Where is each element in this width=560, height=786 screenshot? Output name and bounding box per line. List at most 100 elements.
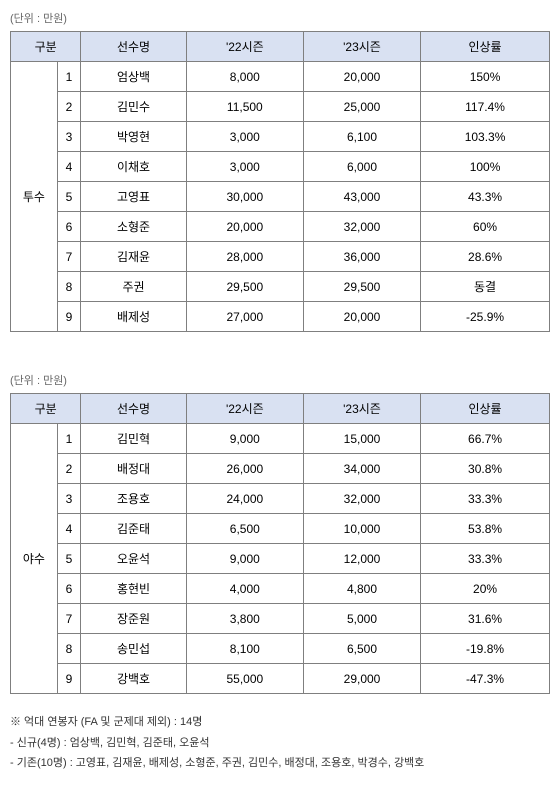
cell-s22: 20,000 (186, 212, 303, 242)
header-category: 구분 (11, 394, 81, 424)
cell-name: 김민혁 (81, 424, 186, 454)
cell-name: 배제성 (81, 302, 186, 332)
header-player-name: 선수명 (81, 32, 186, 62)
cell-s22: 8,100 (186, 634, 303, 664)
unit-label-1: (단위 : 만원) (10, 10, 550, 26)
cell-rate: 동결 (421, 272, 550, 302)
cell-s22: 55,000 (186, 664, 303, 694)
cell-num: 2 (57, 454, 81, 484)
cell-num: 4 (57, 152, 81, 182)
fielders-table: 구분 선수명 '22시즌 '23시즌 인상률 야수1김민혁9,00015,000… (10, 393, 550, 694)
notes-section: ※ 억대 연봉자 (FA 및 군제대 제외) : 14명 - 신규(4명) : … (10, 714, 550, 773)
cell-s22: 8,000 (186, 62, 303, 92)
cell-rate: 20% (421, 574, 550, 604)
cell-rate: 60% (421, 212, 550, 242)
pitchers-table: 구분 선수명 '22시즌 '23시즌 인상률 투수1엄상백8,00020,000… (10, 31, 550, 332)
cell-s22: 9,000 (186, 424, 303, 454)
cell-rate: 31.6% (421, 604, 550, 634)
cell-name: 강백호 (81, 664, 186, 694)
cell-name: 소형준 (81, 212, 186, 242)
table-row: 4김준태6,50010,00053.8% (11, 514, 550, 544)
table-header-row: 구분 선수명 '22시즌 '23시즌 인상률 (11, 394, 550, 424)
cell-num: 2 (57, 92, 81, 122)
table-row: 3조용호24,00032,00033.3% (11, 484, 550, 514)
cell-s22: 4,000 (186, 574, 303, 604)
category-cell: 야수 (11, 424, 58, 694)
cell-num: 3 (57, 122, 81, 152)
cell-s22: 11,500 (186, 92, 303, 122)
cell-s23: 15,000 (303, 424, 420, 454)
cell-s22: 3,000 (186, 122, 303, 152)
table-row: 8주권29,50029,500동결 (11, 272, 550, 302)
cell-s22: 28,000 (186, 242, 303, 272)
table-row: 5고영표30,00043,00043.3% (11, 182, 550, 212)
cell-s23: 5,000 (303, 604, 420, 634)
cell-rate: 103.3% (421, 122, 550, 152)
cell-name: 김민수 (81, 92, 186, 122)
cell-rate: 117.4% (421, 92, 550, 122)
header-season23: '23시즌 (303, 394, 420, 424)
note-line-1: ※ 억대 연봉자 (FA 및 군제대 제외) : 14명 (10, 714, 550, 732)
cell-num: 8 (57, 272, 81, 302)
cell-num: 1 (57, 62, 81, 92)
cell-s23: 6,000 (303, 152, 420, 182)
cell-s22: 24,000 (186, 484, 303, 514)
cell-name: 고영표 (81, 182, 186, 212)
header-season22: '22시즌 (186, 32, 303, 62)
cell-s23: 43,000 (303, 182, 420, 212)
cell-s23: 4,800 (303, 574, 420, 604)
unit-label-2: (단위 : 만원) (10, 372, 550, 388)
cell-rate: 150% (421, 62, 550, 92)
cell-s23: 12,000 (303, 544, 420, 574)
header-player-name: 선수명 (81, 394, 186, 424)
cell-name: 김준태 (81, 514, 186, 544)
cell-name: 엄상백 (81, 62, 186, 92)
cell-num: 8 (57, 634, 81, 664)
header-season23: '23시즌 (303, 32, 420, 62)
cell-s23: 34,000 (303, 454, 420, 484)
cell-rate: 66.7% (421, 424, 550, 454)
cell-s22: 6,500 (186, 514, 303, 544)
cell-num: 9 (57, 664, 81, 694)
header-season22: '22시즌 (186, 394, 303, 424)
cell-name: 이채호 (81, 152, 186, 182)
cell-s22: 9,000 (186, 544, 303, 574)
cell-name: 오윤석 (81, 544, 186, 574)
cell-s23: 32,000 (303, 484, 420, 514)
table-row: 5오윤석9,00012,00033.3% (11, 544, 550, 574)
table-row: 2김민수11,50025,000117.4% (11, 92, 550, 122)
cell-s23: 6,500 (303, 634, 420, 664)
cell-num: 5 (57, 182, 81, 212)
cell-s23: 6,100 (303, 122, 420, 152)
cell-s22: 29,500 (186, 272, 303, 302)
cell-rate: 100% (421, 152, 550, 182)
table-row: 2배정대26,00034,00030.8% (11, 454, 550, 484)
cell-s22: 3,000 (186, 152, 303, 182)
cell-num: 4 (57, 514, 81, 544)
table-row: 6홍현빈4,0004,80020% (11, 574, 550, 604)
cell-name: 박영현 (81, 122, 186, 152)
table-header-row: 구분 선수명 '22시즌 '23시즌 인상률 (11, 32, 550, 62)
cell-name: 장준원 (81, 604, 186, 634)
cell-num: 6 (57, 574, 81, 604)
cell-s22: 27,000 (186, 302, 303, 332)
cell-num: 6 (57, 212, 81, 242)
header-category: 구분 (11, 32, 81, 62)
table-row: 7장준원3,8005,00031.6% (11, 604, 550, 634)
cell-num: 1 (57, 424, 81, 454)
cell-rate: 43.3% (421, 182, 550, 212)
cell-rate: 53.8% (421, 514, 550, 544)
cell-rate: 33.3% (421, 544, 550, 574)
table-row: 9강백호55,00029,000-47.3% (11, 664, 550, 694)
cell-s23: 20,000 (303, 302, 420, 332)
table-row: 8송민섭8,1006,500-19.8% (11, 634, 550, 664)
cell-num: 5 (57, 544, 81, 574)
header-increase-rate: 인상률 (421, 394, 550, 424)
cell-s22: 30,000 (186, 182, 303, 212)
cell-s23: 10,000 (303, 514, 420, 544)
category-cell: 투수 (11, 62, 58, 332)
cell-s23: 36,000 (303, 242, 420, 272)
table-row: 투수1엄상백8,00020,000150% (11, 62, 550, 92)
cell-num: 7 (57, 604, 81, 634)
cell-num: 7 (57, 242, 81, 272)
